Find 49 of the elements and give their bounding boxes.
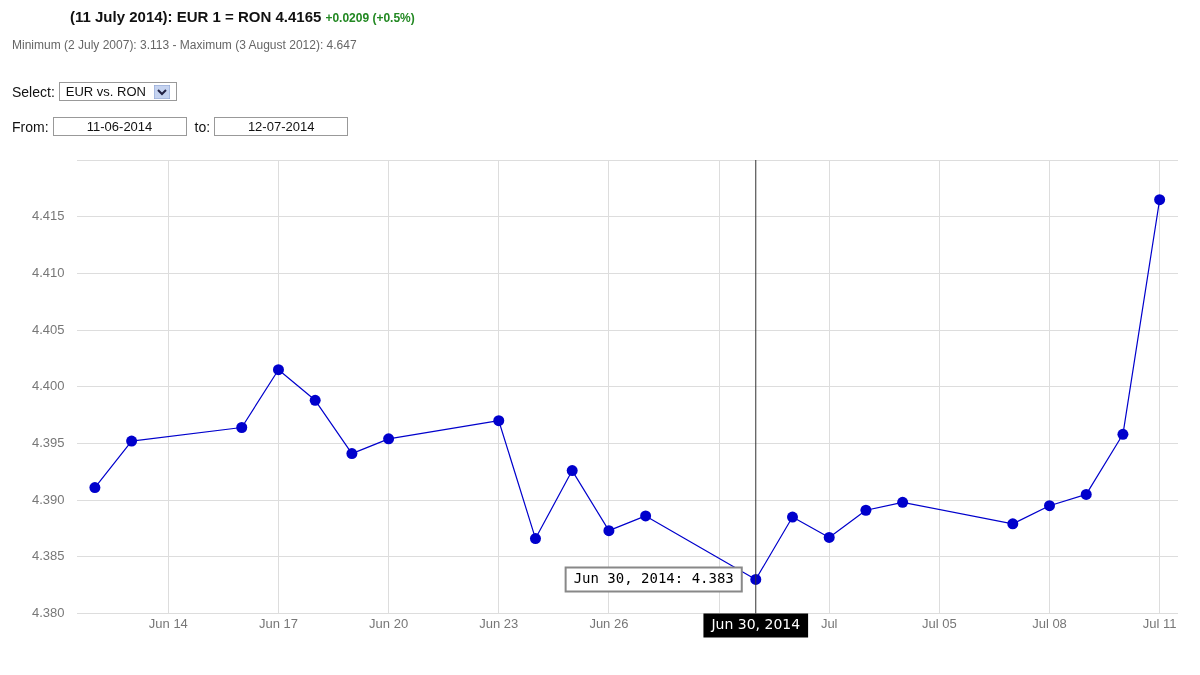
point — [786, 511, 798, 523]
y-tick-label: 4.410 — [31, 264, 65, 280]
text: +0.0209 (+0.5%) — [325, 11, 415, 25]
point — [860, 504, 872, 516]
point — [1080, 488, 1092, 500]
x-tick-label: Jul — [820, 615, 838, 631]
point — [346, 448, 358, 460]
point — [309, 394, 321, 406]
y-tick-label: 4.385 — [31, 548, 65, 564]
point — [1154, 194, 1166, 206]
point — [897, 496, 909, 508]
x-tick-label: Jul 05 — [922, 615, 957, 631]
point — [236, 422, 248, 434]
point — [1007, 518, 1019, 530]
x-tick-label: Jul 11 — [1142, 615, 1177, 631]
x-tick-label: Jun 23 — [479, 615, 519, 631]
point — [823, 531, 835, 543]
x-tick-label: Jun 20 — [369, 615, 409, 631]
y-tick-label: 4.390 — [31, 491, 65, 507]
ref-line-label: Jun 30, 2014 — [710, 616, 801, 633]
point — [1117, 428, 1129, 440]
date-field: 11-06-2014 — [52, 117, 187, 136]
text: to: — [194, 118, 211, 135]
text: From: — [12, 118, 49, 135]
point — [383, 433, 395, 445]
y-tick-label: 4.395 — [31, 434, 65, 450]
y-tick-label: 4.415 — [31, 208, 65, 224]
point — [529, 533, 541, 545]
x-tick-label: Jun 14 — [148, 615, 188, 631]
text: Select: — [12, 83, 55, 100]
point — [640, 510, 652, 522]
y-tick-label: 4.405 — [31, 321, 65, 337]
chart-title: (11 July 2014): EUR 1 = RON 4.4165 — [70, 8, 322, 25]
x-tick-label: Jun 26 — [589, 615, 629, 631]
date-field: 12-07-2014 — [214, 117, 349, 136]
point — [126, 435, 138, 447]
point — [1043, 500, 1055, 512]
chart-subtitle: Minimum (2 July 2007): 3.113 - Maximum (3 August 2012): 4.647 — [12, 38, 357, 52]
y-tick-label: 4.380 — [31, 604, 65, 620]
point — [566, 465, 578, 477]
dropdown-field: EUR vs. RON — [58, 82, 177, 101]
point — [493, 415, 505, 427]
point — [272, 364, 284, 376]
x-tick-label: Jun 17 — [258, 615, 298, 631]
point — [89, 482, 101, 494]
point — [603, 525, 615, 537]
y-tick-label: 4.400 — [31, 378, 65, 394]
annotation: Jun 30, 2014: 4.383 — [573, 570, 734, 587]
x-tick-label: Jul 08 — [1032, 615, 1067, 631]
